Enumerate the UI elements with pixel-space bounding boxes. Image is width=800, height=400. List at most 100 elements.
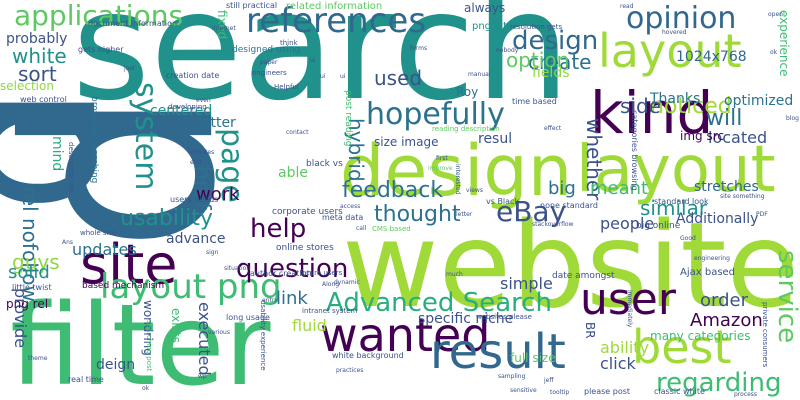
word-help: help [250,214,307,244]
word-filter: filter [10,281,271,400]
word-located: located [708,128,768,147]
word-experience: experience [777,10,791,77]
word-pdf: PDF [756,211,768,218]
word-helpful: Helpful [274,83,299,91]
word-specific-niche: specific niche [418,311,514,327]
word-meant: meant [590,178,649,199]
word-letter: letter [456,211,473,218]
word-sort: sort [18,62,57,86]
word-probably: probably [6,31,68,47]
word-mind: mind [49,136,65,172]
word-designed-using: designed using [232,45,301,55]
word-ok-1: ok [142,385,150,392]
word-ok-2: ok [770,49,778,56]
word-used: used [374,66,423,90]
word-br: BR [583,322,597,339]
word-selection: selection [0,79,54,93]
word-web-control: web control [20,95,67,104]
word-service: service [772,250,800,344]
word-ui-1: ui [310,57,316,64]
word-end: end [190,159,202,166]
word-improve: improve [428,165,453,172]
word-open: open [768,11,783,18]
word-people: people [600,214,655,233]
word-regarding: regarding [656,368,782,398]
word-noticed: noticed [650,94,732,119]
word-various: various [208,329,230,336]
word-option: option [506,48,570,72]
word-advanced-search: Advanced Search [326,288,553,318]
word-meta-data: meta data [322,213,364,222]
word-reading-description: reading description [432,125,500,133]
word-order: order [700,290,748,311]
word-latter: latter [198,115,236,131]
word-deign: deign [96,357,136,373]
word-first: first [436,155,448,162]
word-online-stores: online stores [276,243,334,253]
word-searching-post: searching post [145,320,153,372]
word-views: views [466,187,483,194]
word-websites-please: websites please [476,313,532,321]
word-stretches: stretches [694,179,759,195]
word-side: side [620,94,661,118]
word-blog: blog [786,115,799,122]
word-related-information: related information [286,1,383,12]
word-process: process [734,391,758,398]
word-optimized: optimized [724,93,794,109]
word-create: create [528,50,592,74]
word-sampling: sampling [498,373,526,380]
word-creation-date: creation date [166,71,220,80]
word-big-online: big online [636,221,681,231]
word-along: Along [322,281,340,288]
word-stackoverflow: stackoverflow [532,221,574,228]
word-png-alt: png alt [472,21,508,32]
word-png-rel: png rel [6,297,49,311]
word-roy: Roy [456,85,479,99]
word-paper: paper [260,59,278,66]
word-classic-white: classic white [654,387,705,396]
word-private-consumers: private consumers [761,302,769,368]
word-effect: effect [544,125,562,132]
word-similar: similar [640,196,708,220]
word-big: big [548,178,576,199]
word-fields: fields [532,65,570,81]
word-black-vs: black vs [306,159,343,169]
word-site: site [80,233,178,296]
word-solid: solid [8,262,50,283]
word-click: click [600,354,636,373]
word-tooltip: tooltip [550,389,570,396]
word-even: even [196,97,211,104]
word-resolution-gets: resolution gets [510,23,563,31]
word-guys: guys [12,250,60,274]
word-based-mechanism: based mechanism [82,281,165,291]
word-link: link [276,288,308,309]
word-kind: kind [590,79,714,147]
word-system: system [128,82,163,191]
word-still-practical: still practical [226,1,278,10]
word-will: will [706,106,743,131]
word-amazon: Amazon [690,310,763,331]
word-able: able [278,165,308,181]
word-user: user [580,274,676,325]
word-categories-browsing: categories browsing [630,110,639,191]
word-minutes: minutes [190,149,215,156]
word-much: much [446,271,463,278]
word-little-twist: little twist [12,283,52,292]
word-standard-look: standard look [654,197,709,206]
word-read: read [620,3,634,10]
word-dynamic: dynamic [334,279,360,286]
word-good: Good [680,235,696,242]
word-thanks: Thanks [650,91,701,107]
word-cms-based: CMS based [372,225,411,233]
word-situation: situation [224,265,251,272]
word-opinion: opinion [626,1,737,36]
word-exists: exists [169,308,183,343]
word-simple: simple [500,274,553,293]
word-size-image: size image [374,135,439,149]
word-website: website [342,196,800,334]
word-developing: developing [168,103,207,111]
word-img-src: img src [680,129,724,143]
word-practices: practices [336,367,364,374]
word-sign: sign [206,249,219,256]
